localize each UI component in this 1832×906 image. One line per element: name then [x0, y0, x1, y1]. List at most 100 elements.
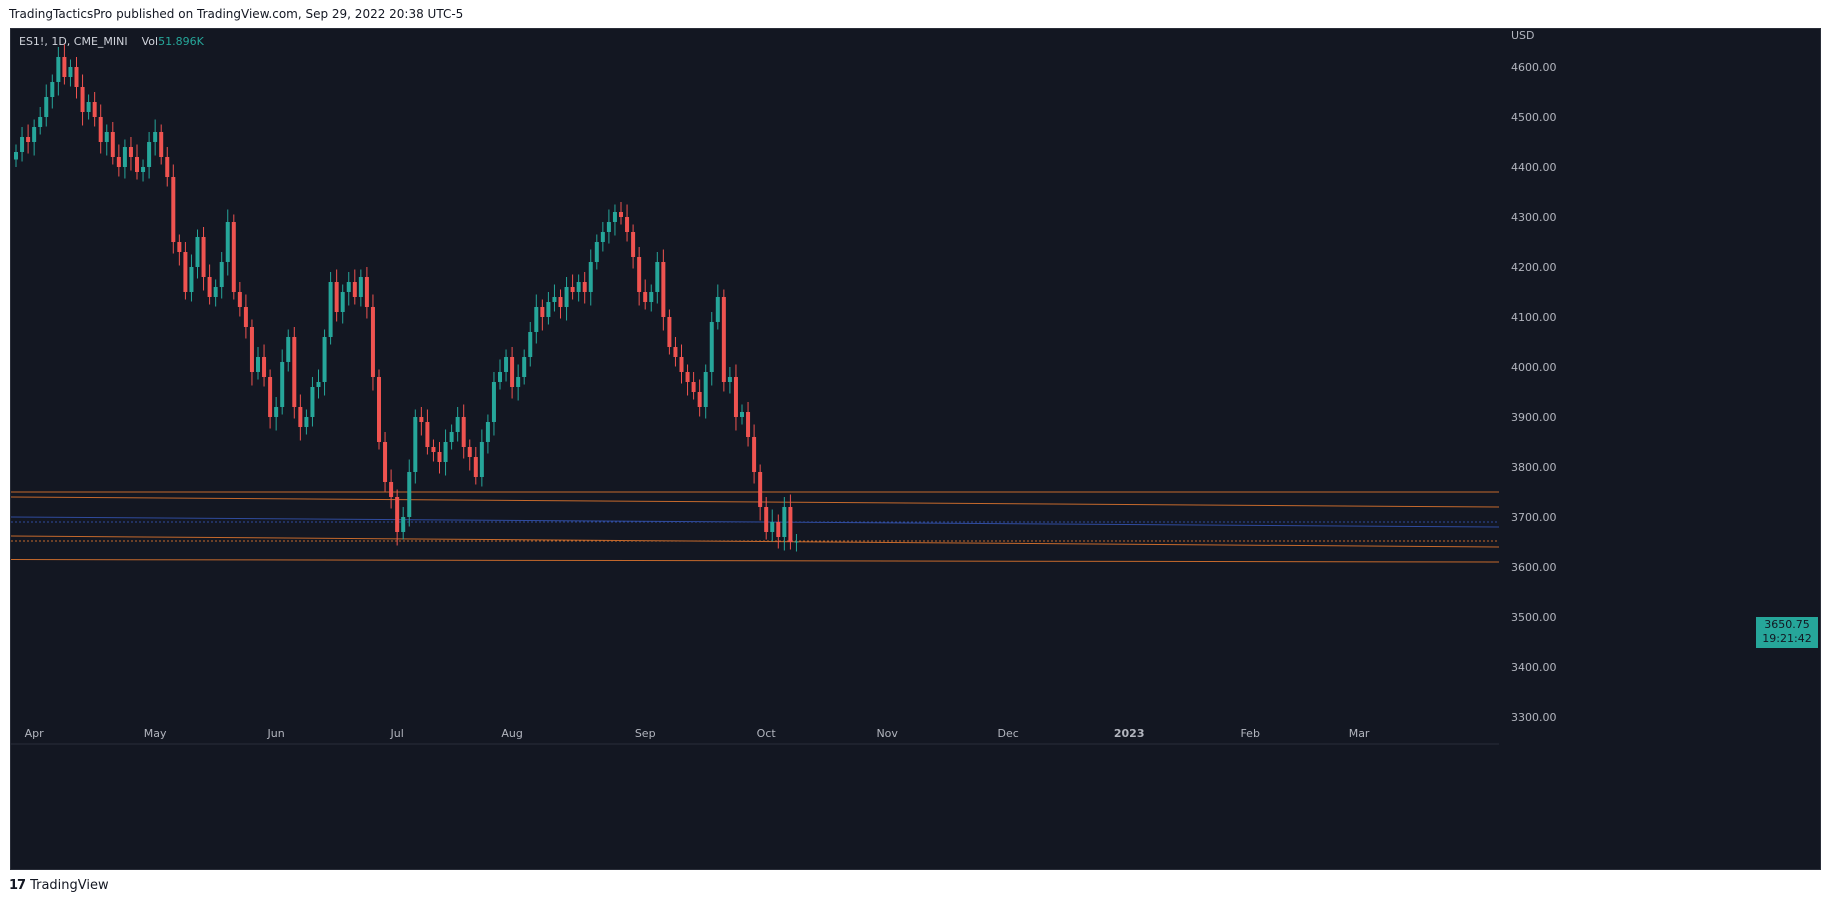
candle-body: [286, 337, 291, 362]
chart-legend: ES1!, 1D, CME_MINI Vol51.896K: [19, 35, 204, 48]
candle-body: [322, 337, 327, 382]
candle-body: [225, 222, 230, 262]
candle-body: [177, 242, 182, 252]
candle-body: [62, 57, 67, 77]
candle-body: [425, 422, 430, 447]
symbol-label: ES1!, 1D, CME_MINI: [19, 35, 128, 48]
candle-body: [437, 452, 442, 462]
candle-body: [116, 157, 121, 167]
vol-label: Vol: [141, 35, 159, 48]
candle-body: [419, 417, 424, 422]
candle-body: [377, 377, 381, 442]
candle-body: [98, 117, 103, 142]
y-tick-label: 4200.00: [1511, 261, 1557, 274]
candle-body: [171, 177, 176, 242]
y-tick-label: 3500.00: [1511, 611, 1557, 624]
candle-body: [110, 132, 115, 157]
candle-body: [352, 282, 357, 297]
candle-body: [570, 287, 575, 292]
candle-body: [631, 232, 636, 257]
published-header: TradingTacticsPro published on TradingVi…: [9, 7, 464, 21]
candle-body: [231, 222, 236, 292]
candle-body: [249, 327, 254, 372]
candle-body: [498, 372, 502, 382]
candle-body: [504, 357, 509, 372]
candle-body: [691, 382, 696, 392]
candle-body: [667, 317, 672, 347]
x-tick-label: Dec: [998, 727, 1019, 740]
x-tick-label: Oct: [757, 727, 777, 740]
candle-body: [153, 132, 158, 142]
tradingview-footer[interactable]: 17 TradingView: [9, 878, 109, 893]
y-tick-label: 4400.00: [1511, 161, 1557, 174]
x-tick-label: Mar: [1349, 727, 1370, 740]
candle-body: [328, 282, 333, 337]
candle-body: [86, 102, 91, 112]
candle-body: [564, 287, 569, 307]
candle-body: [582, 282, 587, 292]
candle-body: [237, 292, 242, 307]
candle-body: [455, 417, 460, 432]
countdown-value: 19:21:42: [1762, 632, 1812, 645]
candle-body: [189, 267, 194, 292]
candle-body: [292, 337, 297, 407]
candle-body: [298, 407, 303, 427]
x-tick-label: Aug: [501, 727, 522, 740]
x-tick-label: Jul: [390, 727, 404, 740]
candle-body: [788, 507, 793, 542]
candle-body: [44, 97, 49, 117]
tradingview-brand: TradingView: [30, 878, 109, 893]
candle-body: [68, 67, 73, 77]
candle-body: [764, 507, 769, 532]
candle-body: [128, 147, 133, 157]
x-tick-label: Sep: [635, 727, 656, 740]
y-tick-label: 3400.00: [1511, 661, 1557, 674]
y-tick-label: 3800.00: [1511, 461, 1557, 474]
trend-line-upper: [11, 496, 1500, 508]
x-tick-label: Apr: [25, 727, 45, 740]
candle-body: [727, 377, 732, 382]
candle-body: [721, 297, 726, 382]
candle-body: [612, 212, 617, 222]
candle-body: [758, 472, 763, 507]
candle-body: [135, 157, 139, 172]
candle-body: [637, 257, 642, 292]
candle-body: [407, 472, 412, 517]
candle-body: [195, 237, 200, 267]
candle-body: [262, 357, 267, 377]
x-tick-label: 2023: [1114, 727, 1145, 740]
candle-body: [274, 407, 279, 417]
y-tick-label: 4600.00: [1511, 61, 1557, 74]
candle-body: [558, 297, 563, 307]
candle-body: [346, 282, 351, 292]
candle-body: [364, 277, 369, 307]
candle-body: [522, 357, 527, 377]
candle-body: [467, 447, 472, 457]
candle-body: [413, 417, 418, 472]
y-tick-label: 4100.00: [1511, 311, 1557, 324]
candle-body: [655, 262, 660, 292]
candle-body: [358, 277, 363, 297]
candle-body: [159, 132, 164, 157]
candle-body: [661, 262, 666, 317]
candle-body: [268, 377, 273, 417]
candle-body: [449, 432, 454, 442]
candle-body: [534, 307, 539, 332]
candle-body: [201, 237, 206, 277]
candle-body: [594, 242, 599, 262]
candle-body: [733, 377, 738, 417]
candle-body: [552, 297, 557, 302]
chart-frame[interactable]: USD 3300.00 3400.00 3500.00 3600.00 3700.00 38…: [10, 28, 1821, 870]
candle-body: [697, 392, 702, 407]
candle-body: [540, 307, 545, 317]
candle-body: [370, 307, 375, 377]
x-tick-label: May: [144, 727, 167, 740]
candle-body: [104, 132, 109, 142]
y-tick-label: 4500.00: [1511, 111, 1557, 124]
candlestick-chart[interactable]: USD 3300.00 3400.00 3500.00 3600.00 3700.00 38…: [11, 29, 1820, 869]
candle-body: [485, 422, 490, 442]
candle-body: [746, 412, 751, 437]
last-price-tag: 3650.75 19:21:42: [1756, 617, 1818, 648]
x-tick-label: Feb: [1240, 727, 1259, 740]
candle-body: [122, 147, 127, 167]
